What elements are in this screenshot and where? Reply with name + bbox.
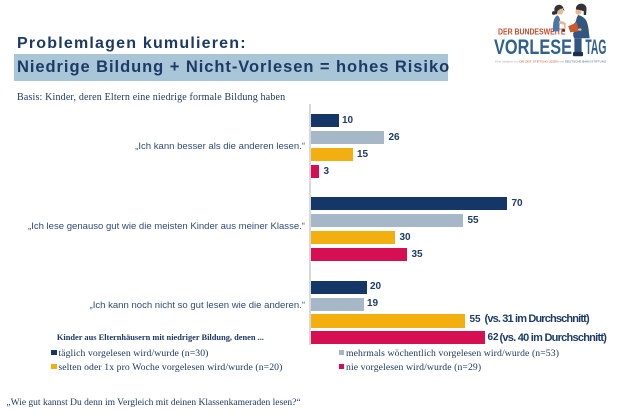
svg-text:DER BUNDESWEITE: DER BUNDESWEITE	[498, 28, 566, 37]
svg-text:TAG: TAG	[585, 36, 606, 59]
svg-text:Eine Initiative von DIE ZEIT,: Eine Initiative von DIE ZEIT, STIFTUNG L…	[495, 60, 607, 64]
svg-text:VORLESE: VORLESE	[494, 36, 572, 59]
